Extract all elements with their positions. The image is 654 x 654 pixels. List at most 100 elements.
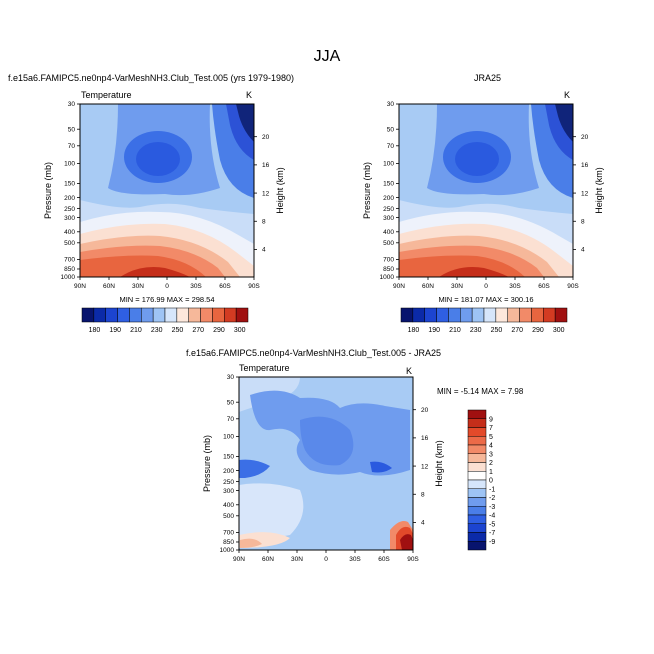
- panel3-title: f.e15a6.FAMIPC5.ne0np4-VarMeshNH3.Club_T…: [186, 348, 441, 358]
- panel3-plot: [238, 376, 414, 551]
- panel2-colorbar-box: [424, 307, 437, 323]
- panel3-colorbar-label: -3: [489, 504, 495, 511]
- panel2-colorbar-box: [519, 307, 532, 323]
- panel1-colorbar-box: [93, 307, 106, 323]
- panel3-colorbar-box: [467, 523, 487, 533]
- panel2-colorbar-label: 190: [428, 327, 440, 334]
- panel2-y-tick-label: 50: [387, 126, 395, 133]
- panel1-subtitle: Temperature: [81, 90, 132, 100]
- panel2-colorbar-box: [448, 307, 461, 323]
- panel2-colorbar-label: 290: [532, 327, 544, 334]
- panel1-y-tick-label: 700: [64, 257, 75, 264]
- panel3-light-sw: [239, 483, 304, 540]
- panel1-y-tick-label: 30: [68, 101, 76, 108]
- panel3-y-tick-label: 250: [223, 479, 234, 486]
- panel2-y-right-tick-label: 12: [581, 190, 589, 197]
- panel2-colorbar-box: [495, 307, 508, 323]
- panel2-x-tick-label: 60N: [422, 283, 434, 290]
- panel2-y-tick-label: 100: [383, 161, 394, 168]
- panel3-colorbar-box: [467, 488, 487, 498]
- panel2-colorbar-label: 270: [511, 327, 523, 334]
- panel3-y-tick-label: 70: [227, 416, 235, 423]
- panel2-ylabel: Pressure (mb): [362, 162, 372, 219]
- panel3-cold-blob-right: [370, 461, 392, 473]
- panel2-y-tick-label: 70: [387, 143, 395, 150]
- panel1-y-tick-label: 100: [64, 161, 75, 168]
- panel1-y-tick-label: 250: [64, 206, 75, 213]
- panel3-colorbar-box: [467, 479, 487, 489]
- panel2-colorbar-label: 180: [408, 327, 420, 334]
- panel1-x-tick-label: 60S: [219, 283, 231, 290]
- panel3-x-tick-label: 90N: [233, 556, 245, 563]
- panel3-colorbar-label: -9: [489, 539, 495, 546]
- panel1-colorbar-box: [117, 307, 130, 323]
- panel2-y-tick-label: 500: [383, 240, 394, 247]
- panel3-colorbar-label: 2: [489, 460, 493, 467]
- panel2-colorbar-label: 230: [470, 327, 482, 334]
- panel3-colorbar-box: [467, 418, 487, 428]
- panel1-colorbar-label: 180: [89, 327, 101, 334]
- panel1-colorbar-box: [81, 307, 95, 323]
- panel1-y-tick-label: 50: [68, 126, 76, 133]
- panel3-colorbar-label: 7: [489, 425, 493, 432]
- panel3-x-tick-label: 0: [324, 556, 328, 563]
- panel1-colorbar-box: [141, 307, 154, 323]
- panel2-colorbar-box: [400, 307, 414, 323]
- panel3-colorbar-label: -7: [489, 530, 495, 537]
- panel3-colorbar-box: [467, 462, 487, 472]
- panel1-y-tick-label: 300: [64, 215, 75, 222]
- panel2-y-tick-label: 30: [387, 101, 395, 108]
- panel1-y-tick-label: 400: [64, 229, 75, 236]
- panel3-x-tick-label: 90S: [407, 556, 419, 563]
- panel1-colorbar-label: 300: [234, 327, 246, 334]
- panel2-y-tick-label: 250: [383, 206, 394, 213]
- panel2-x-tick-label: 30S: [509, 283, 521, 290]
- panel2-colorbar-box: [507, 307, 520, 323]
- panel3-x-tick-label: 30N: [291, 556, 303, 563]
- panel3-y-right-tick-label: 8: [421, 491, 425, 498]
- panel2-y-right-tick-label: 8: [581, 218, 585, 225]
- panel3-colorbar-box: [467, 471, 487, 481]
- panel1-colorbar-box: [164, 307, 178, 323]
- panel1-colorbar-label: 230: [151, 327, 163, 334]
- panel1-y-tick-label: 200: [64, 195, 75, 202]
- panel1-sp-cold-3: [236, 104, 254, 142]
- panel3-y-tick-label: 400: [223, 502, 234, 509]
- panel3-y-right-tick-label: 4: [421, 520, 425, 527]
- panel2-y-tick-label: 200: [383, 195, 394, 202]
- panel3-cool-core: [300, 416, 354, 466]
- panel3-colorbar-box: [467, 514, 487, 524]
- panel2-colorbar-box: [436, 307, 449, 323]
- panel2-y-right-tick-label: 4: [581, 247, 585, 254]
- panel1-colorbar-box: [152, 307, 166, 323]
- panel2-y-tick-label: 400: [383, 229, 394, 236]
- panel3-colorbar-box: [467, 444, 487, 454]
- panel3-units: K: [406, 366, 413, 376]
- panel2-x-tick-label: 90S: [567, 283, 579, 290]
- panel1-y-right-tick-label: 8: [262, 218, 266, 225]
- panel1-x-tick-label: 90S: [248, 283, 260, 290]
- panel3-colorbar-label: 4: [489, 443, 493, 450]
- panel3-y-tick-label: 700: [223, 530, 234, 537]
- panel3-y-tick-label: 30: [227, 374, 235, 381]
- panel1-plot: [79, 103, 255, 278]
- panel3-colorbar-box: [467, 541, 487, 551]
- panel3-subtitle: Temperature: [239, 363, 290, 373]
- panel2-x-tick-label: 90N: [393, 283, 405, 290]
- panel1-colorbar-box: [105, 307, 118, 323]
- panel2-y-tick-label: 150: [383, 181, 394, 188]
- panel3-colorbar-label: -2: [489, 495, 495, 502]
- panel1-ylabel-right: Height (km): [275, 167, 285, 214]
- panel2-colorbar-label: 250: [491, 327, 503, 334]
- panel3-y-tick-label: 300: [223, 488, 234, 495]
- panel2-x-tick-label: 60S: [538, 283, 550, 290]
- panel2-ylabel-right: Height (km): [594, 167, 604, 214]
- panel1-cold-core-inner: [136, 142, 180, 176]
- panel3-y-tick-label: 850: [223, 539, 234, 546]
- panel3-colorbar-label: 3: [489, 451, 493, 458]
- panel1-y-tick-label: 150: [64, 181, 75, 188]
